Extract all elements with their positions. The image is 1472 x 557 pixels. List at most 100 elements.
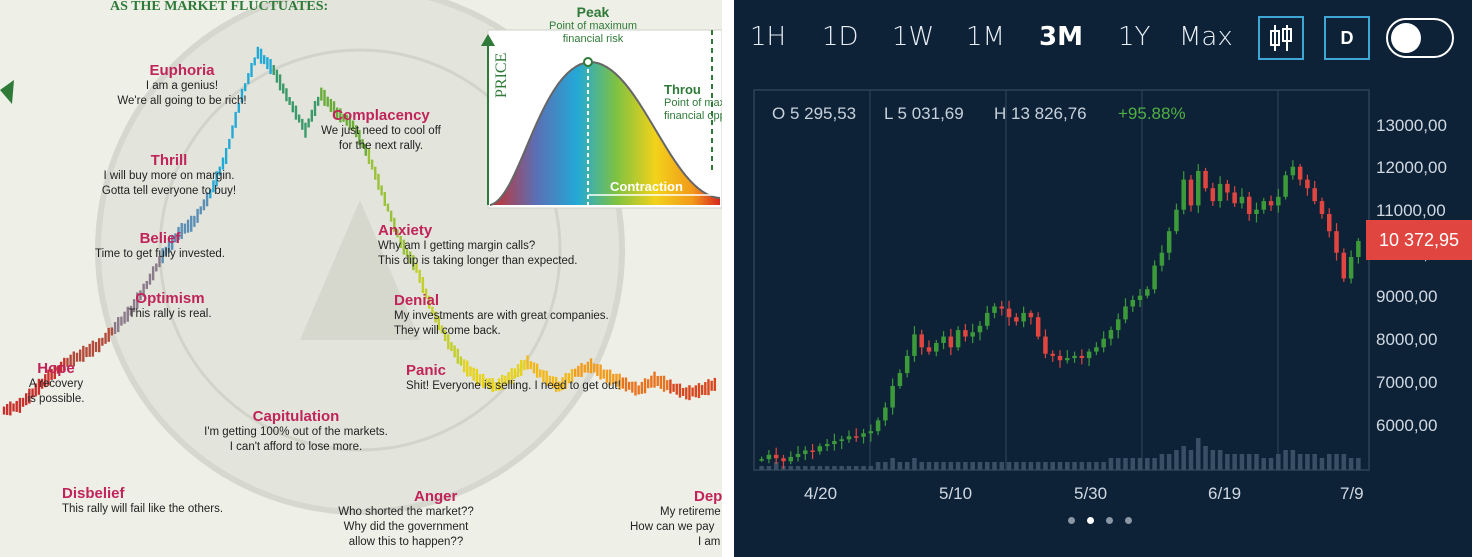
inset-trough-title: Throu — [664, 82, 701, 97]
inset-trough-sub-1: Point of maxi — [664, 97, 722, 109]
stage-quote: I will buy more on margin. — [103, 170, 235, 182]
timeframe-1w[interactable]: 1W — [892, 22, 935, 52]
volume-bar — [912, 458, 917, 470]
candle-body — [1239, 196, 1245, 204]
candle-body — [817, 446, 823, 452]
page-indicator[interactable] — [1068, 511, 1144, 529]
page-dot[interactable] — [1125, 517, 1132, 524]
candle-body — [1159, 252, 1165, 266]
candle-body — [890, 386, 895, 408]
candle-body — [999, 306, 1005, 309]
x-tick: 5/30 — [1074, 484, 1108, 503]
candle-body — [1246, 196, 1252, 214]
stage-quote: is possible. — [27, 393, 85, 405]
stage-depression: Dep My retireme How can we pay I am — [630, 488, 722, 550]
candle-body — [963, 330, 968, 337]
inset-axis-label: PRICE — [493, 53, 510, 98]
timeframe-3m[interactable]: 3M — [1039, 22, 1083, 52]
cycle-price-line — [2, 46, 717, 416]
timeframe-1d[interactable]: 1D — [822, 22, 859, 52]
volume-bar — [1283, 450, 1288, 470]
stage-thrill: Thrill I will buy more on margin. Gotta … — [94, 152, 244, 199]
stage-denial: Denial My investments are with great com… — [394, 292, 620, 339]
stage-title: Anger — [414, 488, 458, 505]
page-dot[interactable] — [1068, 517, 1075, 524]
volume-bar — [999, 462, 1005, 470]
candle-body — [1021, 312, 1026, 322]
volume-bar — [1006, 462, 1012, 470]
candle-body — [759, 459, 764, 461]
candle-body — [1312, 188, 1317, 202]
stage-complacency: Complacency We just need to cool off for… — [306, 107, 456, 154]
inset-peak-chart: PRICE Contraction — [481, 29, 722, 209]
x-tick: 5/10 — [939, 484, 973, 503]
chart-frame — [753, 89, 1370, 471]
candle-body — [875, 420, 881, 432]
volume-bar — [1196, 438, 1201, 470]
stage-capitulation: Capitulation I'm getting 100% out of the… — [196, 408, 396, 455]
chart-type-button[interactable] — [1258, 16, 1304, 60]
timeframe-max[interactable]: Max — [1179, 22, 1233, 52]
candle-body — [839, 439, 844, 442]
stage-quote: We're all going to be rich! — [117, 95, 247, 107]
candle-body — [1283, 175, 1288, 197]
volume-bar — [1297, 454, 1303, 470]
stage-title: Capitulation — [252, 408, 340, 425]
candle-body — [926, 347, 932, 352]
candle-body — [1196, 171, 1201, 206]
volume-bar — [832, 466, 837, 470]
volume-bar — [875, 462, 881, 470]
stage-hope: Hope A recovery is possible. — [10, 360, 102, 407]
stage-quote: Time to get fully invested. — [95, 248, 225, 260]
inset-trough-label: Throu Point of maxi financial oppo — [664, 82, 722, 123]
stage-title: Denial — [394, 292, 440, 309]
candle-body — [773, 454, 779, 459]
volume-bar — [1021, 462, 1026, 470]
candle-body — [941, 336, 946, 343]
trading-panel: 1H 1D 1W 1M 3M 1Y Max D O 5 295,53 L 5 0… — [734, 0, 1472, 557]
coin-inner-ring — [158, 48, 562, 452]
candle-body — [1290, 166, 1296, 176]
stage-quote: A recovery — [28, 378, 84, 390]
volume-bar — [1239, 454, 1245, 470]
market-cycle-panel: AS THE MARKET FLUCTUATES: — [0, 0, 722, 557]
volume-bar — [1057, 462, 1063, 470]
inset-curve-fill — [490, 62, 720, 205]
volume-bar — [1276, 454, 1281, 470]
candle-body — [1348, 257, 1354, 279]
stage-quote: Who shorted the market?? — [338, 506, 474, 518]
stage-title: Disbelief — [62, 485, 125, 502]
volume-bar — [846, 466, 852, 470]
candle-body — [1254, 209, 1259, 214]
volume-bar — [890, 458, 895, 470]
page-dot[interactable] — [1106, 517, 1113, 524]
toggle-knob — [1391, 23, 1421, 53]
volume-bar — [984, 462, 990, 470]
candle-body — [883, 407, 888, 421]
stage-title: Dep — [694, 488, 722, 505]
inset-peak-label: Peak Point of maximum financial risk — [548, 4, 638, 46]
volume-bar — [1210, 450, 1216, 470]
stage-anxiety: Anxiety Why am I getting margin calls? T… — [378, 222, 588, 269]
stage-quote: My investments are with great companies. — [394, 310, 609, 322]
timeframe-1y[interactable]: 1Y — [1118, 22, 1151, 52]
stage-euphoria: Euphoria I am a genius! We're all going … — [112, 62, 252, 109]
timeframe-1m[interactable]: 1M — [966, 22, 1005, 52]
stage-quote: Why am I getting margin calls? — [378, 240, 536, 252]
panel-divider — [722, 0, 734, 557]
volume-bar — [1261, 458, 1267, 470]
volume-bar — [1065, 462, 1070, 470]
timeframe-1h[interactable]: 1H — [750, 22, 787, 52]
interval-button[interactable]: D — [1324, 16, 1370, 60]
volume-bar — [992, 462, 997, 470]
candle-body — [1268, 201, 1274, 206]
candle-body — [1152, 265, 1157, 290]
volume-bar — [803, 466, 808, 470]
theme-toggle[interactable] — [1386, 18, 1454, 58]
candle-body — [824, 444, 830, 447]
ohlc-change: +95.88% — [1118, 104, 1186, 123]
inset-trough-sub-2: financial oppo — [664, 110, 722, 122]
page-dot-active[interactable] — [1087, 517, 1094, 524]
candle-body — [1006, 308, 1012, 318]
stage-quote: How can we pay — [630, 521, 715, 533]
